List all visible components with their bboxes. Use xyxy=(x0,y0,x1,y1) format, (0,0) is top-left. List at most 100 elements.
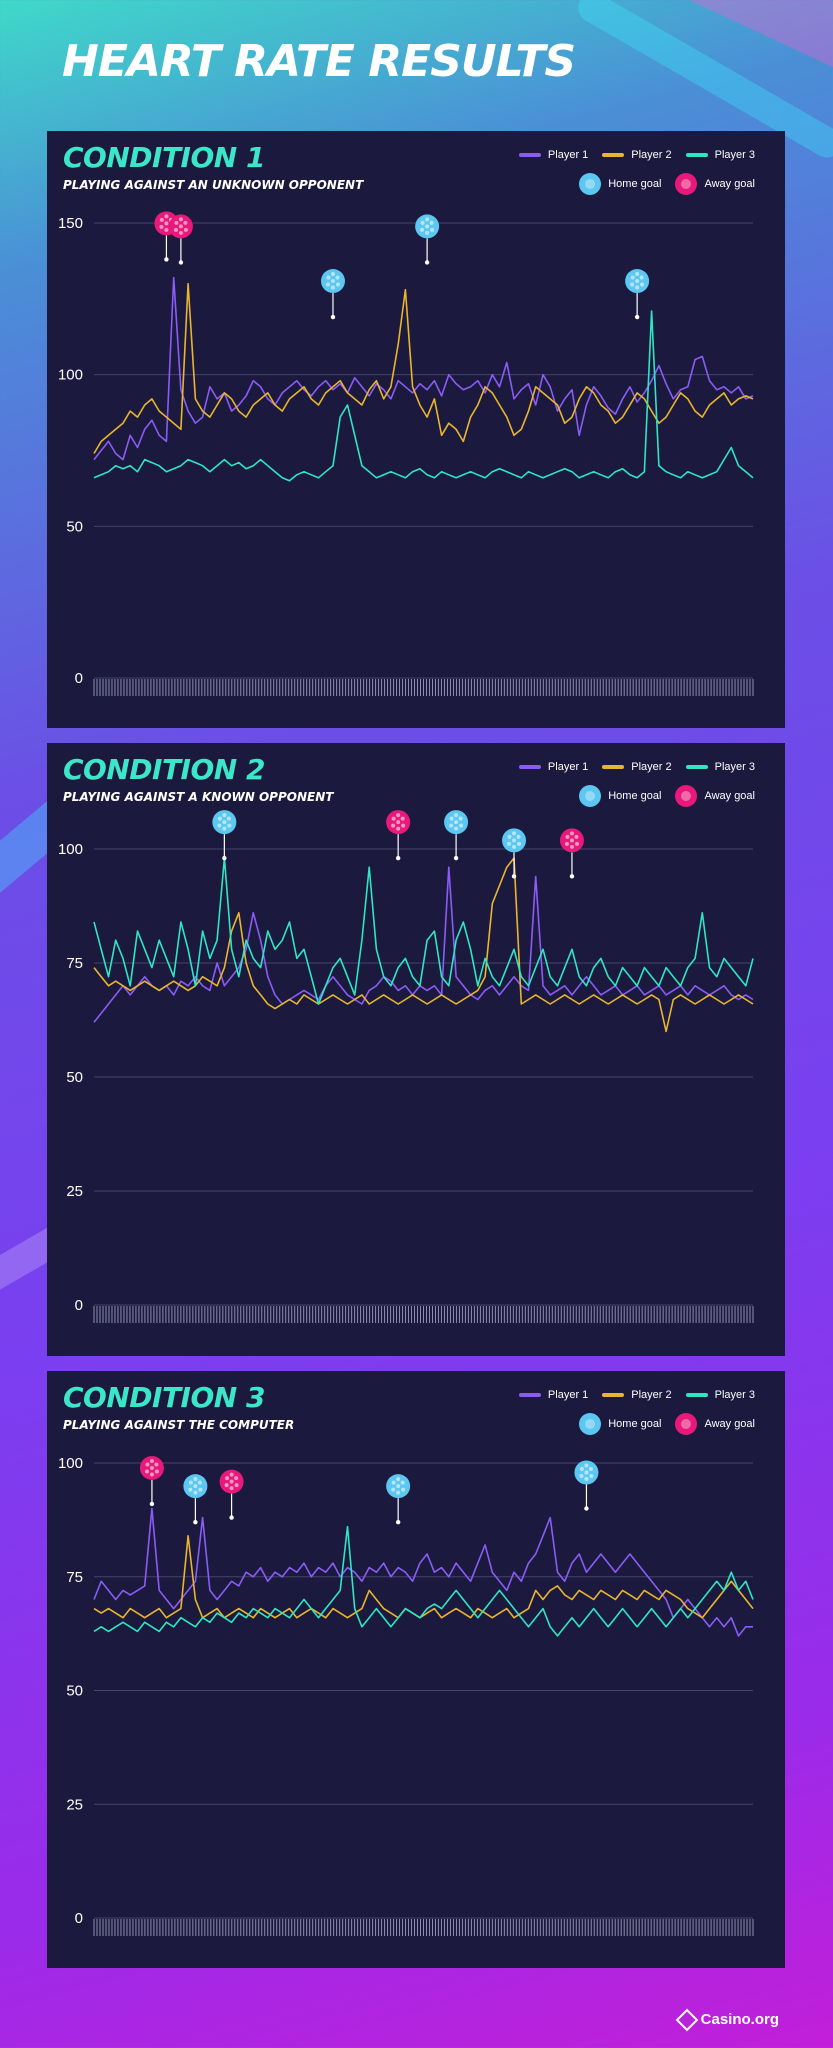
ball-pattern xyxy=(149,1472,154,1477)
ball-pattern xyxy=(188,1480,193,1485)
series-line-player-3 xyxy=(93,310,754,482)
ball-pattern xyxy=(517,841,522,846)
ball-pattern xyxy=(173,227,178,232)
ball-pattern xyxy=(391,1480,396,1485)
ball-pattern xyxy=(326,275,331,280)
legend-swatch-player-1 xyxy=(518,765,541,769)
legend-player-3: Player 3 xyxy=(685,761,755,773)
ball-pattern xyxy=(391,816,396,821)
legend-away-goal: Away goal xyxy=(675,785,755,807)
ball-pattern xyxy=(154,1469,159,1474)
goal-marker-dot xyxy=(424,260,430,265)
ball-pattern xyxy=(574,841,579,846)
home-goal-ball-icon xyxy=(579,173,602,195)
ball-pattern xyxy=(425,217,430,222)
away-goal-ball-icon xyxy=(675,1413,698,1435)
y-tick-label: 150 xyxy=(58,215,83,232)
legend-player-1: Player 1 xyxy=(518,1389,588,1401)
ball-pattern xyxy=(569,844,574,849)
away-goal-ball-icon xyxy=(675,785,698,807)
series-line-player-3 xyxy=(93,857,754,1005)
ball-pattern xyxy=(454,813,459,818)
legend-player-2: Player 2 xyxy=(602,1389,672,1401)
brand-name: Casino.org xyxy=(700,2011,779,2028)
goal-marker-dot xyxy=(511,874,517,879)
ball-pattern xyxy=(197,1480,202,1485)
ball-pattern xyxy=(174,220,179,225)
y-tick-label: 100 xyxy=(58,841,83,858)
condition-1-panel: CONDITION 1 PLAYING AGAINST AN UNKNOWN O… xyxy=(47,131,785,728)
ball-pattern xyxy=(458,816,463,821)
goal-marker-dot xyxy=(193,1519,198,1525)
goal-marker-dot xyxy=(222,855,227,861)
y-tick-label: 25 xyxy=(66,1183,83,1200)
legend-swatch-player-1 xyxy=(518,153,541,157)
ball-pattern xyxy=(565,834,570,839)
ball-pattern xyxy=(149,1458,154,1463)
away-goal-ball-icon xyxy=(675,173,698,195)
ball-pattern xyxy=(330,272,335,277)
home-goal-ball-icon xyxy=(579,785,602,807)
ball-pattern xyxy=(401,823,406,828)
y-tick-label: 50 xyxy=(66,518,83,535)
brand-logo[interactable]: Casino.org xyxy=(675,2008,779,2031)
ball-pattern xyxy=(630,275,635,280)
series-line-player-3 xyxy=(93,1525,754,1637)
legend-home-goal: Home goal xyxy=(579,1413,661,1435)
ball-pattern xyxy=(512,844,517,849)
ball-pattern xyxy=(145,1462,150,1467)
page-title: HEART RATE RESULTS xyxy=(62,36,576,87)
goal-marker-dot xyxy=(164,257,169,262)
ball-pattern xyxy=(234,1483,239,1488)
goal-marker-dot xyxy=(569,874,575,879)
ball-pattern xyxy=(178,224,183,229)
ball-pattern xyxy=(584,1477,589,1481)
series-line-player-2 xyxy=(93,1535,754,1619)
goal-marker-dot xyxy=(634,314,640,320)
ball-pattern xyxy=(635,285,640,290)
y-tick-label: 25 xyxy=(66,1796,83,1813)
ball-pattern xyxy=(454,820,459,825)
legend-away-goal: Away goal xyxy=(675,1413,755,1435)
legend-swatch-player-3 xyxy=(685,1393,708,1397)
condition-subtitle: PLAYING AGAINST A KNOWN OPPONENT xyxy=(63,790,334,804)
ball-pattern xyxy=(229,1479,234,1484)
ball-pattern xyxy=(459,823,464,828)
ball-pattern xyxy=(224,1483,229,1488)
legend-player-2: Player 2 xyxy=(602,149,672,161)
condition-title: CONDITION 2 xyxy=(63,753,265,786)
legend-player-1: Player 1 xyxy=(518,761,588,773)
series-line-player-2 xyxy=(93,857,754,1033)
ball-pattern xyxy=(449,816,454,821)
ball-pattern xyxy=(396,820,401,825)
legend-away-goal: Away goal xyxy=(675,173,755,195)
goal-marker-dot xyxy=(229,1515,234,1520)
ball-pattern xyxy=(217,823,222,828)
ball-pattern xyxy=(589,1474,594,1478)
legend-home-goal: Home goal xyxy=(579,785,661,807)
legend-swatch-player-3 xyxy=(685,765,708,769)
legend-swatch-player-2 xyxy=(602,1393,625,1397)
ball-pattern xyxy=(193,1484,198,1489)
y-tick-label: 50 xyxy=(66,1069,83,1086)
ball-pattern xyxy=(564,841,569,846)
ball-pattern xyxy=(325,282,330,287)
ball-pattern xyxy=(574,834,579,839)
chart-legend: Player 1 Player 2 Player 3 Home goal Awa… xyxy=(495,761,755,811)
ball-pattern xyxy=(222,820,227,825)
ball-pattern xyxy=(335,275,340,280)
ball-pattern xyxy=(396,826,401,831)
condition-3-chart: 0 25 50 75 100 xyxy=(58,1455,754,1936)
legend-player-3: Player 3 xyxy=(685,1389,755,1401)
ball-pattern xyxy=(420,220,425,225)
ball-pattern xyxy=(400,1480,405,1485)
ball-pattern xyxy=(635,279,640,284)
ball-pattern xyxy=(396,813,401,818)
ball-pattern xyxy=(401,1487,406,1492)
goal-marker-dot xyxy=(149,1501,155,1507)
condition-1-chart: 0 50 100 150 xyxy=(58,211,754,696)
goal-marker-dot xyxy=(330,314,336,320)
ball-pattern xyxy=(630,282,635,287)
ball-pattern xyxy=(584,1463,589,1468)
ball-pattern xyxy=(425,230,430,235)
